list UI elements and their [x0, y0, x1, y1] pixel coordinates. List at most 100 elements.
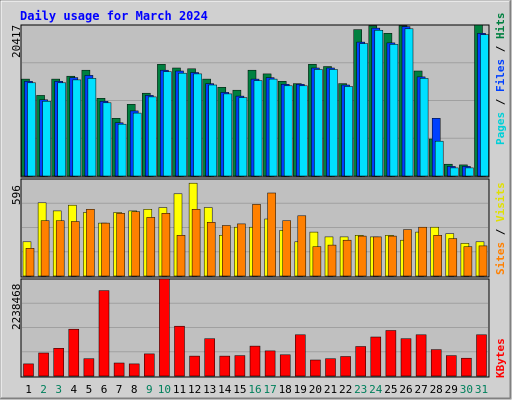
bar-pages-day-12 [193, 73, 202, 177]
legend-pages: Pages [494, 112, 507, 145]
bar-kbytes-day-1 [23, 363, 34, 377]
bar-pages-day-8 [132, 112, 142, 177]
bar-kbytes-day-14 [219, 355, 231, 377]
bar-sites-day-1 [25, 248, 35, 277]
panel-hits-bars [21, 24, 489, 177]
x-tick-label-day-2: 2 [40, 383, 47, 396]
x-tick-label-day-29: 29 [445, 383, 458, 396]
bar-sites-day-23 [357, 235, 367, 277]
x-tick-label-day-1: 1 [25, 383, 32, 396]
bar-kbytes-day-21 [325, 358, 336, 377]
panel-visits-bars [22, 182, 488, 277]
x-tick-label-day-7: 7 [116, 383, 123, 396]
panel-visits-sites: 596 Sites / Visits [10, 178, 507, 278]
x-tick-label-day-30: 30 [460, 383, 473, 396]
x-tick-label-day-6: 6 [101, 383, 108, 396]
x-tick-label-day-9: 9 [146, 383, 153, 396]
x-tick-label-day-22: 22 [339, 383, 352, 396]
x-tick-label-day-25: 25 [384, 383, 397, 396]
x-tick-label-day-15: 15 [233, 383, 246, 396]
bar-kbytes-day-28 [430, 349, 442, 377]
bar-sites-day-26 [403, 229, 412, 277]
x-tick-label-day-16: 16 [248, 383, 261, 396]
bar-pages-day-4 [72, 79, 82, 177]
bar-kbytes-day-20 [310, 359, 321, 377]
bar-pages-day-18 [283, 85, 293, 177]
bar-pages-day-26 [404, 28, 414, 177]
bar-kbytes-day-23 [355, 346, 366, 377]
bar-pages-day-25 [389, 44, 399, 177]
x-tick-label-day-8: 8 [131, 383, 138, 396]
panel-hits-legend: Pages / Files / Hits [494, 13, 507, 146]
x-tick-label-day-10: 10 [158, 383, 171, 396]
chart-title: Daily usage for March 2024 [20, 9, 208, 23]
bar-kbytes-day-30 [461, 357, 472, 377]
bar-pages-day-27 [419, 78, 429, 177]
bar-sites-day-14 [222, 225, 231, 277]
legend-sites: Sites [494, 242, 507, 275]
bar-pages-day-31 [480, 34, 489, 177]
bar-sites-day-9 [146, 217, 156, 277]
bar-sites-day-19 [297, 215, 307, 277]
bar-kbytes-day-18 [279, 354, 291, 377]
bar-pages-day-30 [465, 167, 474, 177]
bar-kbytes-day-27 [415, 334, 427, 377]
bar-kbytes-day-31 [476, 334, 487, 377]
bar-pages-day-13 [208, 84, 217, 177]
bar-kbytes-day-3 [53, 348, 64, 377]
panel-hits-max-label: 20417 [10, 25, 23, 58]
bar-pages-day-10 [163, 71, 172, 177]
panel-kbytes: 2238468 KBytes [10, 278, 507, 378]
panel-kbytes-bars [22, 278, 488, 377]
bar-sites-day-20 [312, 246, 322, 277]
bar-pages-day-11 [178, 72, 187, 177]
bar-sites-day-12 [191, 209, 201, 277]
x-tick-label-day-21: 21 [324, 383, 337, 396]
bar-kbytes-day-7 [113, 362, 125, 377]
bar-sites-day-15 [237, 223, 246, 277]
bar-kbytes-day-29 [446, 355, 457, 377]
x-tick-label-day-27: 27 [414, 383, 427, 396]
panel-visits-legend: Sites / Visits [494, 182, 507, 275]
bar-sites-day-25 [388, 235, 397, 277]
bar-pages-day-20 [314, 69, 323, 177]
bar-pages-day-29 [450, 167, 459, 177]
bar-sites-day-31 [478, 245, 488, 277]
bar-kbytes-day-2 [38, 352, 49, 377]
x-tick-label-day-26: 26 [399, 383, 412, 396]
x-tick-label-day-13: 13 [203, 383, 216, 396]
x-tick-label-day-14: 14 [218, 383, 232, 396]
bar-kbytes-day-8 [128, 363, 140, 377]
x-tick-label-day-18: 18 [279, 383, 292, 396]
bar-kbytes-day-13 [204, 338, 215, 377]
bar-pages-day-21 [329, 69, 338, 177]
bar-pages-day-14 [223, 93, 233, 177]
bar-kbytes-day-16 [249, 345, 261, 377]
bar-pages-day-7 [117, 123, 127, 177]
bar-kbytes-day-9 [144, 353, 155, 377]
x-tick-label-day-12: 12 [188, 383, 201, 396]
panel-visits-max-label: 596 [10, 185, 23, 205]
x-tick-label-day-24: 24 [369, 383, 383, 396]
bar-pages-day-9 [148, 96, 157, 177]
bar-kbytes-day-5 [83, 358, 95, 377]
x-tick-label-day-4: 4 [70, 383, 77, 396]
bar-sites-day-18 [282, 220, 291, 277]
bar-sites-day-22 [342, 239, 352, 277]
bar-sites-day-4 [71, 221, 80, 277]
bar-pages-day-1 [27, 82, 36, 177]
bar-pages-day-24 [374, 30, 384, 177]
bar-pages-day-23 [359, 43, 368, 177]
bar-kbytes-day-11 [174, 325, 185, 377]
bar-pages-day-3 [57, 82, 66, 177]
x-tick-label-day-11: 11 [173, 383, 186, 396]
bar-sites-day-6 [101, 222, 110, 277]
bar-sites-day-17 [267, 192, 276, 277]
bar-sites-day-2 [40, 220, 50, 277]
x-tick-label-day-23: 23 [354, 383, 367, 396]
bar-sites-day-7 [116, 213, 125, 277]
bar-pages-day-19 [299, 85, 308, 177]
bar-sites-day-10 [161, 213, 171, 277]
bar-sites-day-21 [327, 244, 337, 277]
